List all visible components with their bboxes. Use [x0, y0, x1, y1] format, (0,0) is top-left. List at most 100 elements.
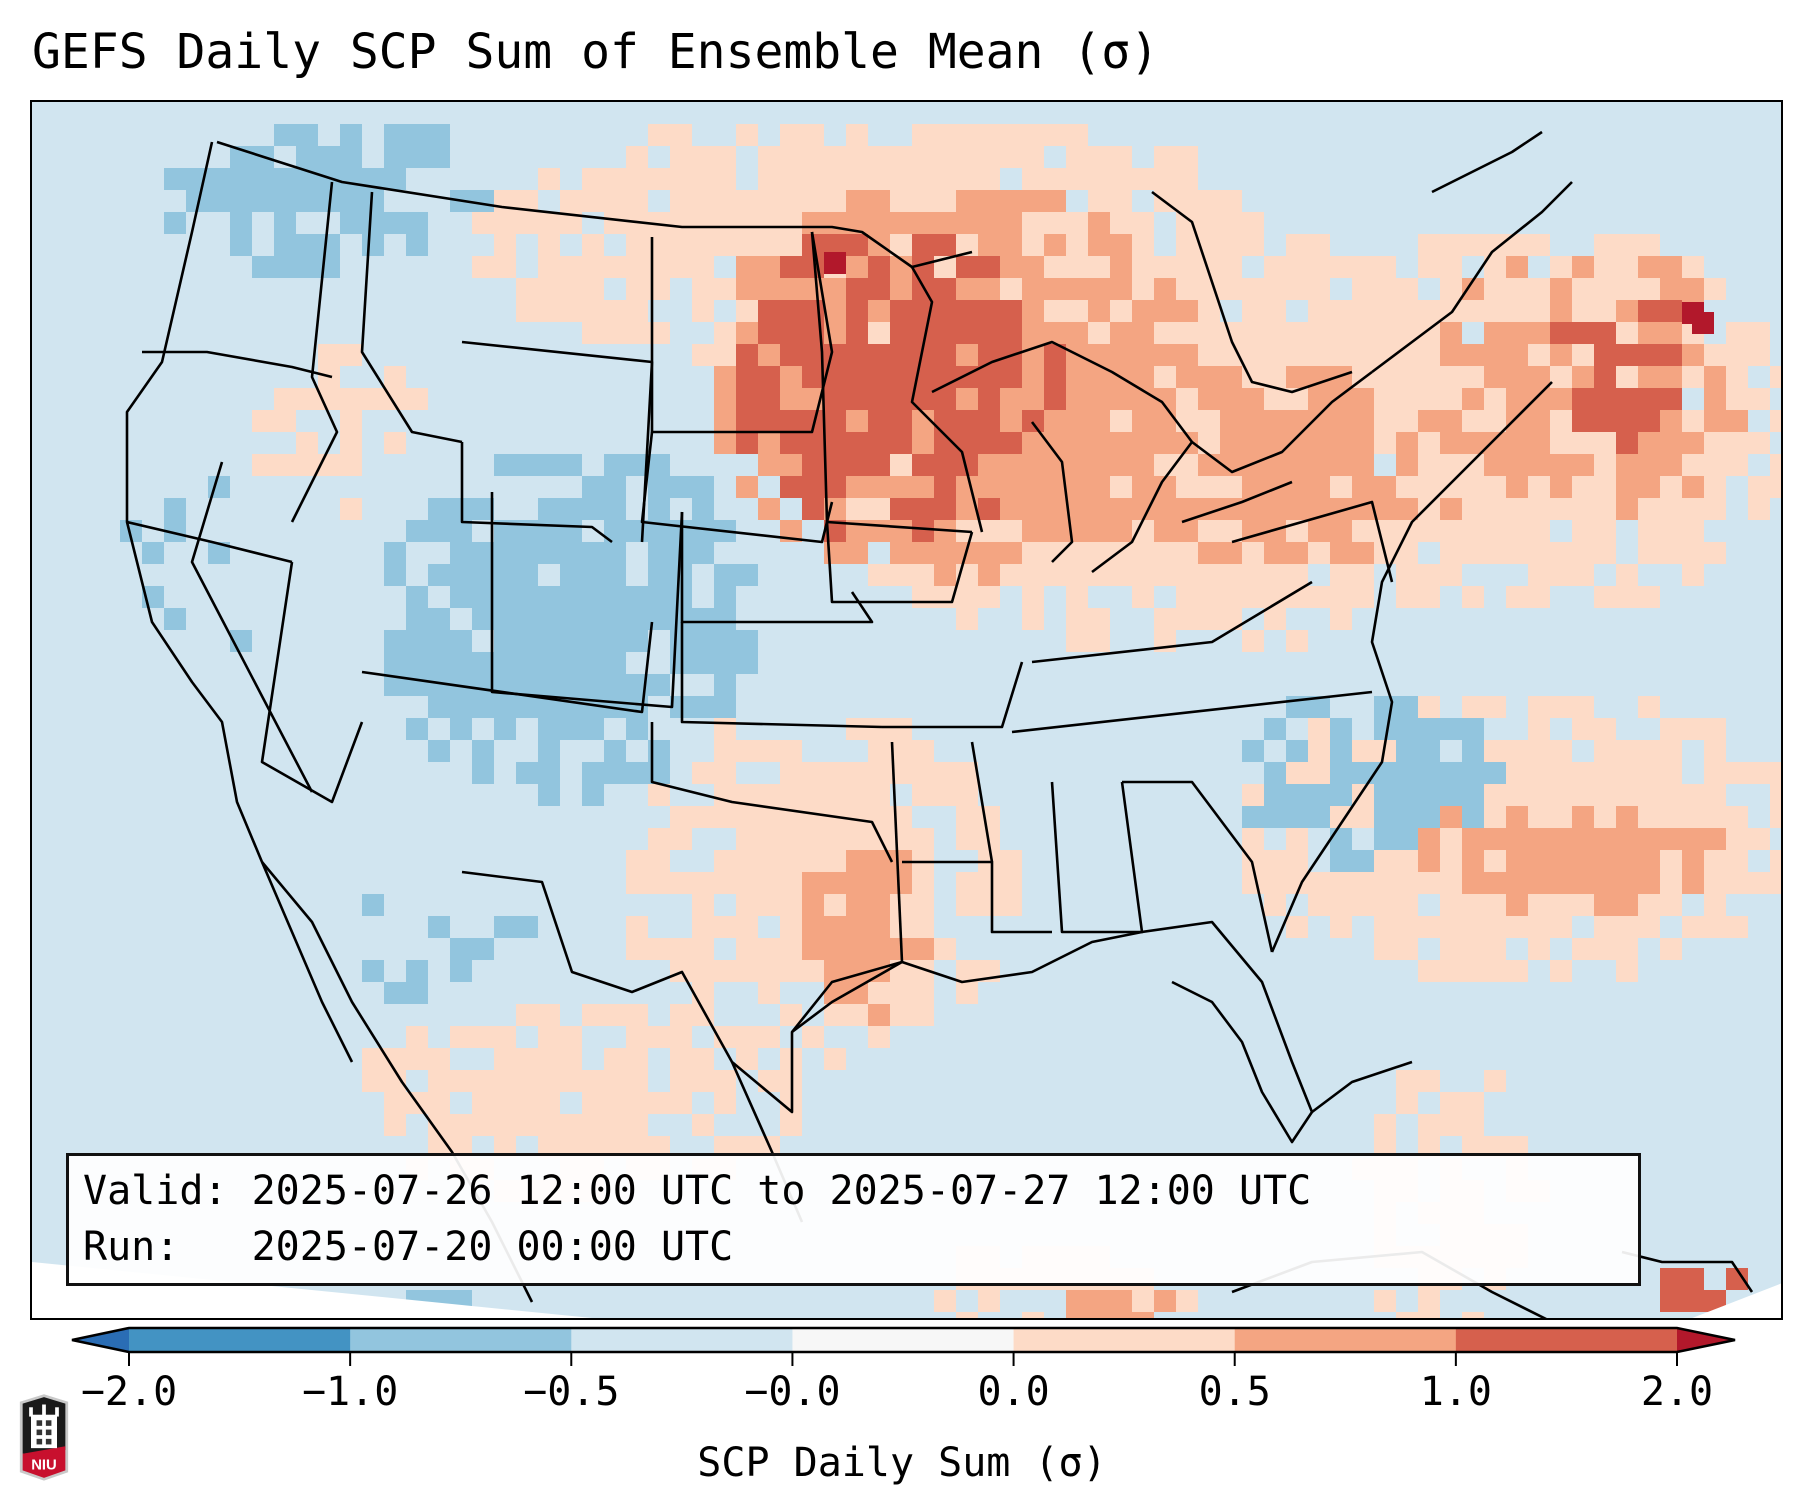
anomaly-positive-strong: [890, 388, 912, 410]
anomaly-positive-weak: [868, 168, 890, 190]
anomaly-positive-moderate: [1242, 476, 1264, 498]
anomaly-positive-moderate: [1616, 300, 1638, 322]
anomaly-positive-weak: [1396, 1070, 1418, 1092]
anomaly-positive-weak: [846, 762, 868, 784]
anomaly-positive-moderate: [978, 190, 1000, 212]
anomaly-positive-weak: [934, 1290, 956, 1312]
anomaly-positive-weak: [1528, 520, 1550, 542]
anomaly-positive-strong: [802, 366, 824, 388]
anomaly-positive-weak: [604, 1004, 626, 1026]
anomaly-positive-weak: [1682, 520, 1704, 542]
anomaly-positive-moderate: [1264, 454, 1286, 476]
anomaly-positive-weak: [384, 1048, 406, 1070]
anomaly-negative: [428, 652, 450, 674]
anomaly-positive-strong: [824, 520, 846, 542]
anomaly-positive-strong: [758, 410, 780, 432]
anomaly-positive-moderate: [1506, 388, 1528, 410]
anomaly-positive-moderate: [1242, 498, 1264, 520]
anomaly-negative: [626, 586, 648, 608]
anomaly-positive-moderate: [1066, 366, 1088, 388]
anomaly-positive-weak: [1418, 916, 1440, 938]
anomaly-negative: [516, 916, 538, 938]
anomaly-negative: [604, 476, 626, 498]
anomaly-positive-weak: [1374, 1114, 1396, 1136]
anomaly-positive-weak: [1220, 476, 1242, 498]
anomaly-positive-weak: [1660, 894, 1682, 916]
anomaly-positive-moderate: [1638, 872, 1660, 894]
anomaly-positive-strong: [1660, 1268, 1682, 1290]
anomaly-positive-weak: [1308, 344, 1330, 366]
anomaly-positive-weak: [714, 872, 736, 894]
anomaly-positive-weak: [868, 718, 890, 740]
anomaly-positive-moderate: [1110, 234, 1132, 256]
anomaly-positive-moderate: [758, 454, 780, 476]
anomaly-positive-weak: [890, 234, 912, 256]
map-canvas: [32, 124, 1781, 1318]
anomaly-positive-moderate: [890, 520, 912, 542]
anomaly-positive-weak: [1550, 784, 1572, 806]
anomaly-positive-weak: [1308, 718, 1330, 740]
anomaly-positive-weak: [1528, 916, 1550, 938]
anomaly-positive-weak: [1594, 234, 1616, 256]
anomaly-negative: [230, 234, 252, 256]
anomaly-positive-moderate: [1022, 498, 1044, 520]
anomaly-negative: [450, 542, 472, 564]
anomaly-positive-weak: [1352, 256, 1374, 278]
anomaly-positive-weak: [1440, 1092, 1462, 1114]
boundary-line: [1191, 370, 1373, 474]
anomaly-positive-weak: [692, 894, 714, 916]
anomaly-positive-moderate: [1528, 366, 1550, 388]
anomaly-positive-moderate: [714, 388, 736, 410]
anomaly-positive-moderate: [1506, 872, 1528, 894]
anomaly-positive-moderate: [1396, 432, 1418, 454]
anomaly-positive-moderate: [1660, 410, 1682, 432]
anomaly-positive-weak: [1528, 806, 1550, 828]
anomaly-positive-moderate: [1704, 828, 1726, 850]
anomaly-positive-weak: [1528, 564, 1550, 586]
anomaly-positive-moderate: [1638, 256, 1660, 278]
anomaly-positive-weak: [934, 168, 956, 190]
anomaly-positive-weak: [1264, 278, 1286, 300]
anomaly-positive-weak: [802, 124, 824, 146]
anomaly-negative: [494, 520, 516, 542]
colorbar-tick-label: 1.0: [1419, 1369, 1492, 1415]
anomaly-positive-moderate: [1330, 542, 1352, 564]
anomaly-negative: [406, 674, 428, 696]
anomaly-positive-weak: [296, 432, 318, 454]
anomaly-positive-weak: [1440, 278, 1462, 300]
anomaly-positive-moderate: [1528, 872, 1550, 894]
anomaly-positive-weak: [1748, 322, 1770, 344]
anomaly-positive-weak: [1682, 784, 1704, 806]
anomaly-positive-weak: [1462, 410, 1484, 432]
anomaly-positive-weak: [1616, 784, 1638, 806]
anomaly-positive-weak: [1374, 300, 1396, 322]
anomaly-positive-moderate: [1198, 366, 1220, 388]
anomaly-positive-weak: [802, 806, 824, 828]
boundary-line: [680, 512, 874, 624]
anomaly-positive-strong: [912, 498, 934, 520]
anomaly-positive-moderate: [1132, 322, 1154, 344]
boundary-line: [825, 521, 974, 604]
anomaly-positive-weak: [1660, 850, 1682, 872]
anomaly-positive-weak: [1484, 256, 1506, 278]
anomaly-positive-weak: [1374, 366, 1396, 388]
anomaly-positive-weak: [1704, 476, 1726, 498]
anomaly-positive-weak: [802, 784, 824, 806]
anomaly-positive-weak: [1660, 762, 1682, 784]
anomaly-positive-weak: [1418, 1114, 1440, 1136]
anomaly-positive-weak: [1484, 850, 1506, 872]
anomaly-positive-moderate: [1638, 828, 1660, 850]
anomaly-positive-weak: [736, 894, 758, 916]
anomaly-positive-moderate: [714, 366, 736, 388]
anomaly-positive-weak: [758, 850, 780, 872]
anomaly-positive-weak: [978, 894, 1000, 916]
anomaly-positive-moderate: [868, 212, 890, 234]
anomaly-negative: [626, 674, 648, 696]
anomaly-positive-moderate: [1176, 344, 1198, 366]
anomaly-positive-strong: [846, 278, 868, 300]
anomaly-positive-weak: [1286, 344, 1308, 366]
anomaly-positive-weak: [1044, 542, 1066, 564]
anomaly-positive-moderate: [1594, 894, 1616, 916]
anomaly-positive-strong: [1594, 344, 1616, 366]
anomaly-positive-moderate: [1022, 388, 1044, 410]
